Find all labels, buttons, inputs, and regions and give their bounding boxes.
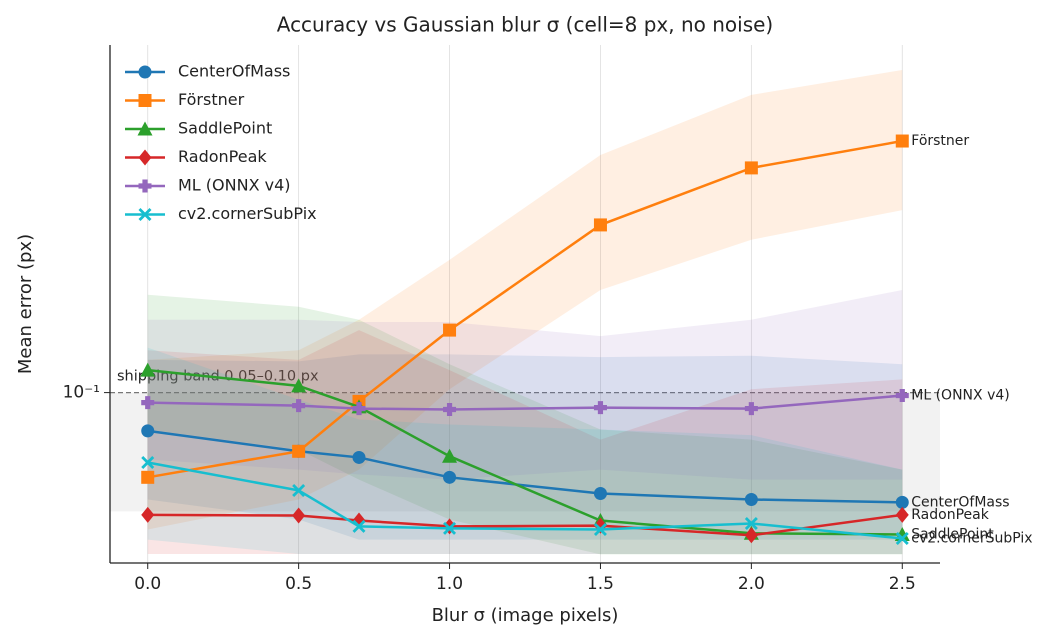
point bbox=[141, 396, 155, 410]
x-tick-label: 1.5 bbox=[587, 574, 614, 594]
point bbox=[744, 492, 758, 506]
point bbox=[292, 483, 306, 497]
end-label: Förstner bbox=[911, 133, 969, 149]
point bbox=[895, 531, 909, 545]
error-band bbox=[147, 69, 903, 530]
x-tick-label: 2.5 bbox=[889, 574, 916, 594]
legend-label: Förstner bbox=[178, 90, 245, 109]
error-band bbox=[147, 289, 903, 480]
legend-marker bbox=[138, 94, 152, 107]
x-tick-label: 1.0 bbox=[436, 574, 463, 594]
y-tick-label: 10⁻¹ bbox=[63, 383, 100, 403]
point bbox=[744, 527, 758, 544]
legend-label: RadonPeak bbox=[178, 147, 267, 166]
point bbox=[442, 448, 458, 463]
point bbox=[744, 516, 758, 530]
end-label: SaddlePoint bbox=[911, 526, 994, 542]
point bbox=[140, 362, 156, 377]
legend-label: CenterOfMass bbox=[178, 62, 290, 81]
point bbox=[292, 507, 306, 524]
error-band bbox=[147, 347, 903, 554]
point bbox=[352, 402, 366, 416]
end-label: RadonPeak bbox=[911, 507, 989, 523]
point bbox=[352, 519, 366, 533]
end-label: ML (ONNX v4) bbox=[911, 388, 1009, 404]
point bbox=[895, 506, 909, 523]
legend-marker bbox=[138, 179, 152, 193]
point bbox=[593, 522, 607, 536]
x-tick-label: 0.0 bbox=[134, 574, 161, 594]
point bbox=[443, 403, 457, 417]
point bbox=[352, 450, 366, 464]
point bbox=[443, 470, 457, 484]
legend-label: ML (ONNX v4) bbox=[178, 176, 291, 195]
point bbox=[744, 402, 758, 416]
x-axis-label: Blur σ (image pixels) bbox=[432, 605, 619, 626]
chart-title: Accuracy vs Gaussian blur σ (cell=8 px, … bbox=[277, 13, 774, 37]
x-tick-label: 2.0 bbox=[738, 574, 765, 594]
point bbox=[895, 495, 909, 509]
legend-label: cv2.cornerSubPix bbox=[178, 204, 317, 223]
point bbox=[141, 424, 155, 438]
end-label: CenterOfMass bbox=[911, 494, 1009, 510]
point bbox=[895, 389, 909, 403]
end-label: cv2.cornerSubPix bbox=[911, 530, 1032, 546]
point bbox=[593, 487, 607, 501]
reference-band bbox=[110, 392, 940, 512]
legend-marker bbox=[137, 121, 153, 136]
point bbox=[744, 161, 758, 175]
point bbox=[593, 218, 607, 232]
point bbox=[291, 378, 307, 393]
point bbox=[443, 323, 457, 337]
error-band bbox=[147, 354, 903, 540]
point bbox=[141, 456, 155, 470]
point bbox=[141, 506, 155, 523]
point bbox=[593, 401, 607, 415]
x-tick-label: 0.5 bbox=[285, 574, 312, 594]
point bbox=[895, 134, 909, 148]
error-band bbox=[147, 294, 903, 555]
legend-marker bbox=[138, 65, 152, 79]
legend-marker bbox=[138, 208, 152, 221]
point bbox=[292, 444, 306, 458]
legend-label: SaddlePoint bbox=[178, 119, 272, 138]
point bbox=[141, 470, 155, 484]
legend-marker bbox=[138, 149, 152, 166]
y-axis-label: Mean error (px) bbox=[15, 234, 36, 374]
point bbox=[443, 521, 457, 535]
point bbox=[292, 399, 306, 413]
